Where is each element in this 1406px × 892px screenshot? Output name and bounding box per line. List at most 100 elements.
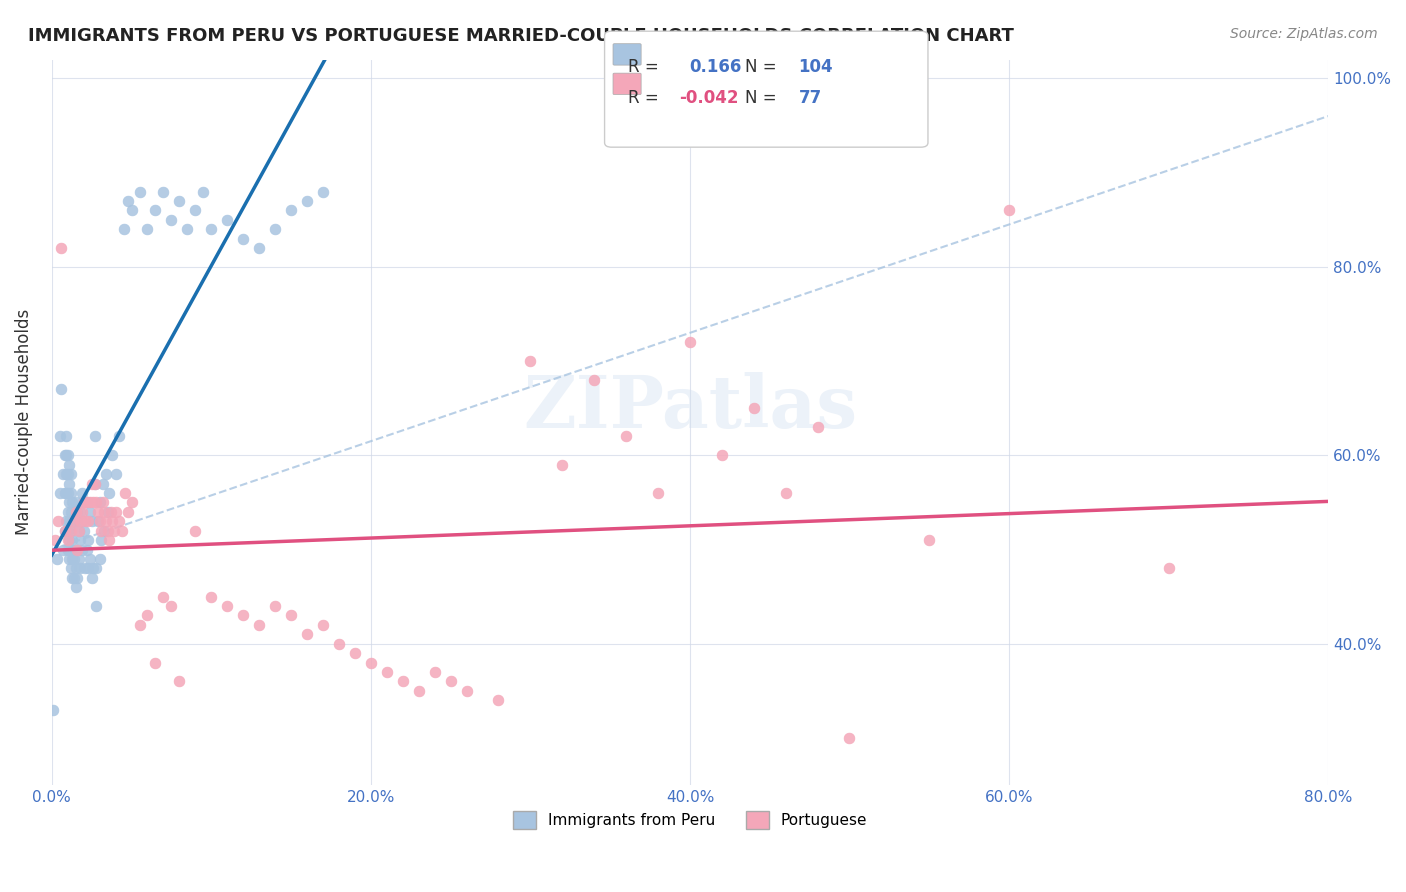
Point [128,185,150,199]
Point [145,203,167,218]
Point [89,495,111,509]
Point [62,495,84,509]
Point [55,429,77,443]
Point [67,524,90,538]
Point [104,467,127,482]
Point [184,524,207,538]
Point [104,505,127,519]
Point [111,524,134,538]
Point [647,486,669,500]
Point [710,448,733,462]
Text: IMMIGRANTS FROM PERU VS PORTUGUESE MARRIED-COUPLE HOUSEHOLDS CORRELATION CHART: IMMIGRANTS FROM PERU VS PORTUGUESE MARRI… [28,27,1014,45]
Point [121,495,143,509]
Point [45,552,67,566]
Point [76,495,98,509]
Point [66,571,89,585]
Text: 104: 104 [799,58,834,76]
Point [82,561,104,575]
Point [53,524,76,538]
Point [107,429,129,443]
Point [93,505,115,519]
Point [63,552,86,566]
Text: R =: R = [628,58,659,76]
Point [98,533,121,548]
Point [169,194,191,208]
Text: 0.166: 0.166 [689,58,741,76]
Point [79,505,101,519]
Point [62,552,84,566]
Point [312,618,335,632]
Point [77,514,100,528]
Point [59,467,82,482]
Point [62,514,84,528]
Point [65,542,87,557]
Point [583,373,606,387]
Point [456,684,478,698]
Point [55,467,77,482]
Point [48,486,70,500]
Point [58,495,80,509]
Point [62,571,84,585]
Point [551,458,574,472]
Point [59,486,82,500]
Point [73,524,96,538]
Point [73,495,96,509]
Point [82,495,104,509]
Point [918,533,941,548]
Point [55,514,77,528]
Point [75,514,97,528]
Point [112,222,135,236]
Point [775,486,797,500]
Point [87,505,110,519]
Point [46,514,69,528]
Point [86,495,108,509]
Point [488,693,510,707]
Point [70,505,93,519]
Point [107,514,129,528]
Text: Source: ZipAtlas.com: Source: ZipAtlas.com [1230,27,1378,41]
Point [63,514,86,528]
Point [63,571,86,585]
Point [70,514,93,528]
Point [117,505,139,519]
Point [101,448,124,462]
Point [56,542,79,557]
Point [67,552,90,566]
Point [69,533,91,548]
Point [79,552,101,566]
Point [679,335,702,350]
Point [51,241,73,255]
Point [58,476,80,491]
Point [77,533,100,548]
Point [56,533,79,548]
Point [55,448,77,462]
Point [91,476,114,491]
Point [97,505,120,519]
Point [56,524,79,538]
Point [56,486,79,500]
Text: 77: 77 [799,89,823,107]
Point [160,212,183,227]
Point [519,354,541,368]
Point [247,241,270,255]
Point [152,590,174,604]
Point [128,618,150,632]
Point [58,533,80,548]
Point [100,505,122,519]
Point [200,590,222,604]
Point [56,467,79,482]
Point [145,656,167,670]
Point [42,703,65,717]
Point [1157,561,1180,575]
Point [176,222,198,236]
Point [838,731,860,745]
Point [184,203,207,218]
Point [375,665,398,679]
Point [328,637,350,651]
Point [86,561,108,575]
Point [62,533,84,548]
Point [69,505,91,519]
Point [76,495,98,509]
Point [66,542,89,557]
Point [80,571,103,585]
